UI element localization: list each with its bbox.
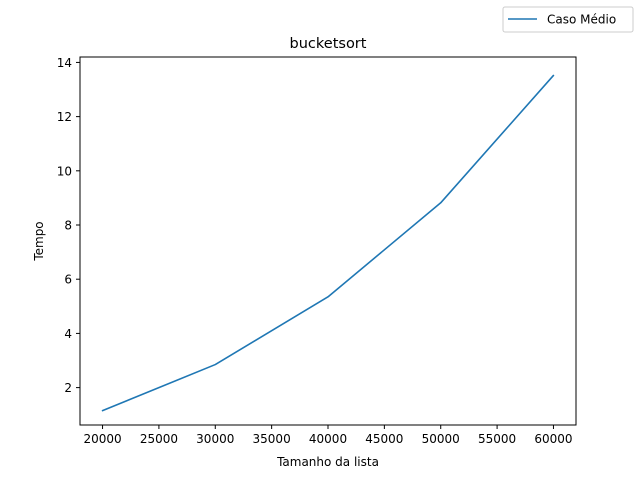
data-point bbox=[553, 75, 555, 77]
y-tick-label: 6 bbox=[64, 273, 72, 287]
y-axis-ticks: 2 4 6 8 10 12 14 bbox=[57, 56, 80, 395]
plot-area-frame bbox=[79, 56, 577, 426]
x-tick-label: 30000 bbox=[196, 432, 234, 446]
y-tick-label: 10 bbox=[57, 164, 72, 178]
x-tick-label: 55000 bbox=[478, 432, 516, 446]
series-line-0 bbox=[101, 74, 555, 412]
legend-box bbox=[502, 6, 634, 33]
x-tick-label: 25000 bbox=[140, 432, 178, 446]
data-point bbox=[440, 202, 442, 204]
legend: Caso Médio bbox=[502, 6, 634, 33]
x-axis-ticks: 20000 25000 30000 35000 40000 45000 50000 55000… bbox=[83, 425, 573, 446]
chart-title: bucketsort bbox=[290, 36, 367, 52]
x-tick-label: 40000 bbox=[309, 432, 347, 446]
x-tick-label: 50000 bbox=[422, 432, 460, 446]
x-tick-label: 45000 bbox=[365, 432, 403, 446]
x-axis-label: Tamanho da lista bbox=[276, 455, 379, 469]
y-tick-label: 8 bbox=[64, 219, 72, 233]
x-tick-label: 20000 bbox=[83, 432, 121, 446]
y-tick-label: 12 bbox=[57, 110, 72, 124]
y-tick-label: 4 bbox=[64, 327, 72, 341]
y-tick-label: 14 bbox=[57, 56, 72, 70]
x-tick-label: 60000 bbox=[534, 432, 572, 446]
data-point bbox=[327, 296, 329, 298]
y-axis-label: Tempo bbox=[32, 221, 46, 261]
data-point bbox=[214, 364, 216, 366]
legend-label: Caso Médio bbox=[547, 13, 616, 27]
y-tick-label: 2 bbox=[64, 381, 72, 395]
series-layer bbox=[101, 74, 555, 412]
data-point bbox=[102, 410, 104, 412]
x-tick-label: 35000 bbox=[253, 432, 291, 446]
